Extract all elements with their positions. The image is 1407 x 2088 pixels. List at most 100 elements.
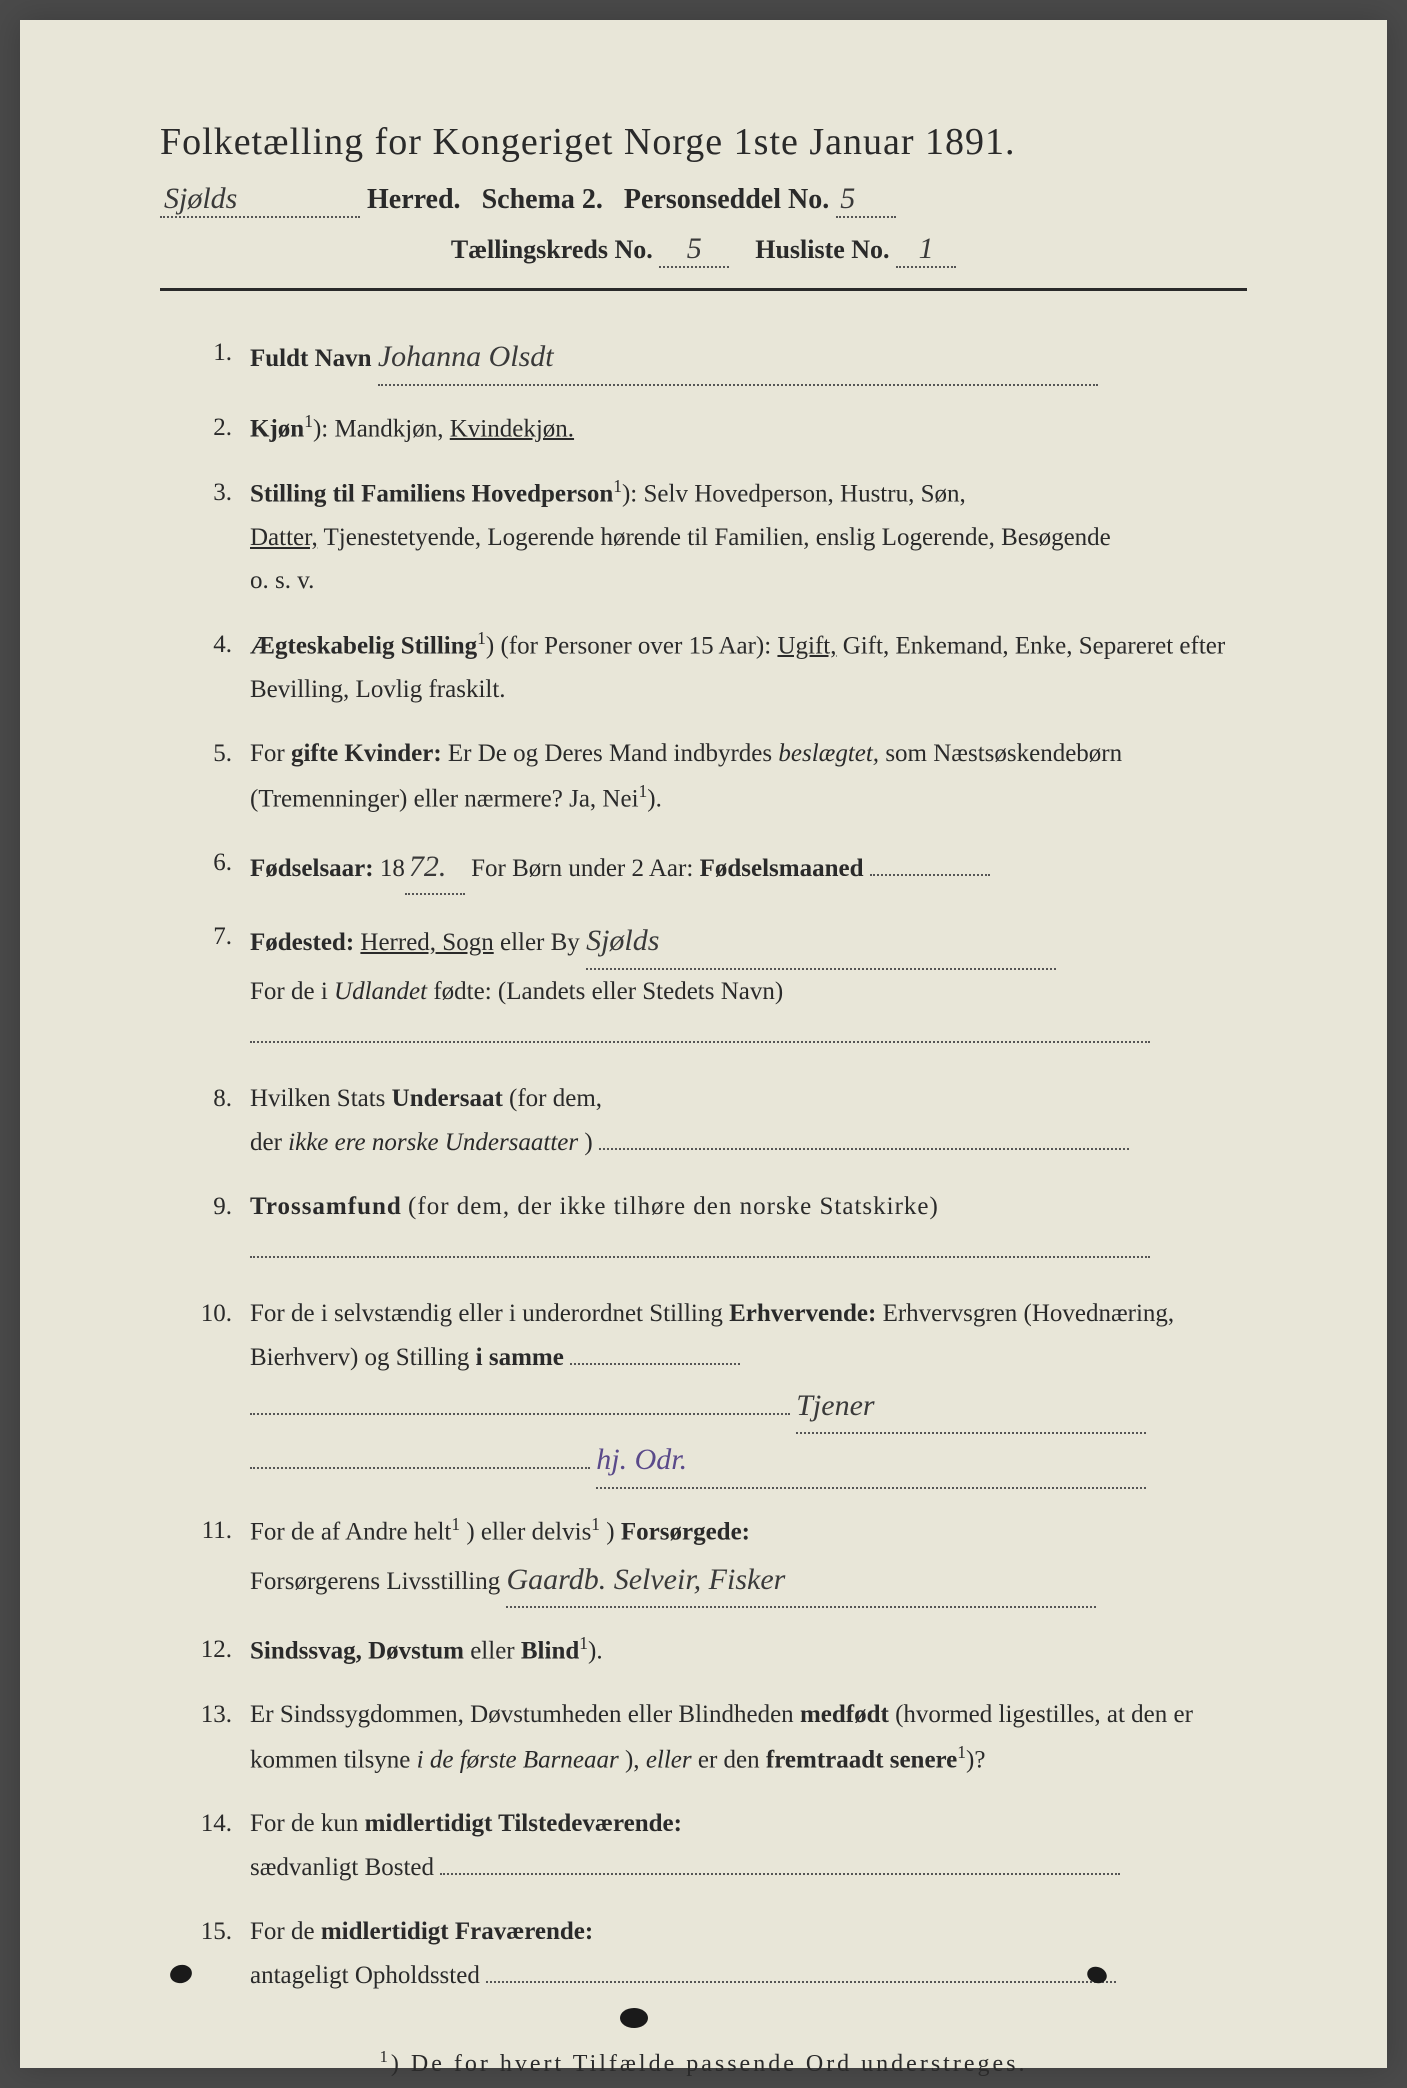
item-num: 11. <box>190 1509 250 1609</box>
item-num: 5. <box>190 732 250 821</box>
item-15: 15. For de midlertidigt Fraværende: anta… <box>190 1910 1247 1998</box>
item-num: 6. <box>190 841 250 896</box>
census-form-page: Folketælling for Kongeriget Norge 1ste J… <box>20 20 1387 2068</box>
item-content: For de i selvstændig eller i underordnet… <box>250 1292 1247 1489</box>
label-gifte-kvinder: gifte Kvinder: <box>291 740 442 767</box>
form-header: Folketælling for Kongeriget Norge 1ste J… <box>160 120 1247 291</box>
subtitle-line-1: Sjølds Herred. Schema 2. Personseddel No… <box>160 182 1247 218</box>
personseddel-no: 5 <box>836 182 896 218</box>
text3: ), <box>625 1747 646 1774</box>
herred-label: Herred. <box>367 184 461 215</box>
blank-bosted <box>440 1873 1120 1875</box>
line2-label: antageligt Opholdssted <box>250 1962 480 1989</box>
line2-prefix: der <box>250 1129 288 1156</box>
blank-undersaat <box>599 1148 1129 1150</box>
blank1 <box>570 1363 740 1365</box>
item-5: 5. For gifte Kvinder: Er De og Deres Man… <box>190 732 1247 821</box>
item-num: 2. <box>190 406 250 451</box>
item-6: 6. Fødselsaar: 1872. For Børn under 2 Aa… <box>190 841 1247 896</box>
footnote: 1) De for hvert Tilfælde passende Ord un… <box>160 2047 1247 2078</box>
close-paren: ). <box>647 785 662 812</box>
item-num: 9. <box>190 1185 250 1273</box>
label-trossamfund: Trossamfund <box>250 1193 402 1220</box>
item-content: Ægteskabelig Stilling1) (for Personer ov… <box>250 623 1247 712</box>
text1: Hvilken Stats <box>250 1085 392 1112</box>
bold-isamme: i samme <box>476 1344 564 1371</box>
label-stilling: Stilling til Familiens Hovedperson <box>250 480 613 507</box>
husliste-no: 1 <box>896 232 956 268</box>
line2-prefix: For de i <box>250 978 334 1005</box>
text1: For de af Andre helt <box>250 1518 451 1545</box>
italic-eller: eller <box>646 1747 692 1774</box>
close: )? <box>966 1747 985 1774</box>
blank-maaned <box>870 874 990 876</box>
close: ). <box>588 1638 603 1665</box>
blank-opholdssted <box>486 1981 1116 1983</box>
sup: 1 <box>304 411 313 431</box>
subtitle-line-2: Tællingskreds No. 5 Husliste No. 1 <box>160 232 1247 268</box>
label-fodselsmaaned: Fødselsmaaned <box>700 855 864 882</box>
item-9: 9. Trossamfund (for dem, der ikke tilhør… <box>190 1185 1247 1273</box>
text1: For de kun <box>250 1810 365 1837</box>
item-num: 13. <box>190 1693 250 1782</box>
text2: (for dem, <box>509 1085 602 1112</box>
value-name-hand: Johanna Olsdt <box>378 331 1098 386</box>
item-content: For de midlertidigt Fraværende: antageli… <box>250 1910 1247 1998</box>
line2-rest: ) <box>584 1129 592 1156</box>
value-forsorger-hand: Gaardb. Selveir, Fisker <box>506 1554 1096 1609</box>
text1: For de <box>250 1918 321 1945</box>
item-content: Hvilken Stats Undersaat (for dem, der ik… <box>250 1077 1247 1165</box>
item-10: 10. For de i selvstændig eller i underor… <box>190 1292 1247 1489</box>
text-eller: eller <box>470 1638 521 1665</box>
text4: er den <box>698 1747 766 1774</box>
item-num: 15. <box>190 1910 250 1998</box>
item-14: 14. For de kun midlertidigt Tilstedevære… <box>190 1802 1247 1890</box>
item-content: Sindssvag, Døvstum eller Blind1). <box>250 1628 1247 1673</box>
mid-text: For Børn under 2 Aar: <box>471 855 699 882</box>
sup: 1 <box>639 781 648 801</box>
item-13: 13. Er Sindssygdommen, Døvstumheden elle… <box>190 1693 1247 1782</box>
option-by: eller By <box>500 929 580 956</box>
bold-medfodt: medfødt <box>800 1701 889 1728</box>
item-content: For de kun midlertidigt Tilstedeværende:… <box>250 1802 1247 1890</box>
item-12: 12. Sindssvag, Døvstum eller Blind1). <box>190 1628 1247 1673</box>
label-kjon: Kjøn <box>250 415 304 442</box>
label-fodested: Fødested: <box>250 929 354 956</box>
blank-trossamfund <box>250 1256 1150 1258</box>
bold-erhvervende: Erhvervende: <box>729 1300 876 1327</box>
bold-fravaerende: midlertidigt Fraværende: <box>321 1918 593 1945</box>
italic-udlandet: Udlandet <box>334 978 427 1005</box>
sup: 1 <box>477 628 486 648</box>
sup: 1 <box>613 476 622 496</box>
italic-barneaar: i de første Barneaar <box>417 1747 619 1774</box>
item-num: 8. <box>190 1077 250 1165</box>
item-content: Trossamfund (for dem, der ikke tilhøre d… <box>250 1185 1247 1273</box>
bold-tilstedevaerende: midlertidigt Tilstedeværende: <box>365 1810 682 1837</box>
item-content: For gifte Kvinder: Er De og Deres Mand i… <box>250 732 1247 821</box>
text3: ) <box>606 1518 621 1545</box>
item-2: 2. Kjøn1): Mandkjøn, Kvindekjøn. <box>190 406 1247 451</box>
option-mandkjon: Mandkjøn, <box>334 415 449 442</box>
line2-rest: fødte: (Landets eller Stedets Navn) <box>433 978 783 1005</box>
prefix-for: For <box>250 740 291 767</box>
value-fodested-hand: Sjølds <box>586 915 1056 970</box>
blank2 <box>250 1413 790 1415</box>
blank-udlandet <box>250 1041 1150 1043</box>
options-osv: o. s. v. <box>250 567 314 594</box>
label-aegteskab: Ægteskabelig Stilling <box>250 632 477 659</box>
item-num: 12. <box>190 1628 250 1673</box>
option-ugift-selected: Ugift, <box>777 632 836 659</box>
bold-fremtraadt: fremtraadt senere <box>766 1747 957 1774</box>
item-3: 3. Stilling til Familiens Hovedperson1):… <box>190 471 1247 604</box>
line2-label: sædvanligt Bosted <box>250 1854 434 1881</box>
option-datter-selected: Datter, <box>250 524 318 551</box>
option-kvindekjon-selected: Kvindekjøn. <box>450 415 574 442</box>
italic-ikke-norske: ikke ere norske Undersaatter <box>288 1129 578 1156</box>
item-4: 4. Ægteskabelig Stilling1) (for Personer… <box>190 623 1247 712</box>
text1: For de i selvstændig eller i underordnet… <box>250 1300 729 1327</box>
options-line2: Tjenestetyende, Logerende hørende til Fa… <box>324 524 1111 551</box>
personseddel-label: Personseddel No. <box>624 184 829 215</box>
item-content: Fuldt Navn Johanna Olsdt <box>250 331 1247 386</box>
bold-forsorgede: Forsørgede: <box>621 1518 750 1545</box>
footnote-sup: 1 <box>380 2047 391 2066</box>
